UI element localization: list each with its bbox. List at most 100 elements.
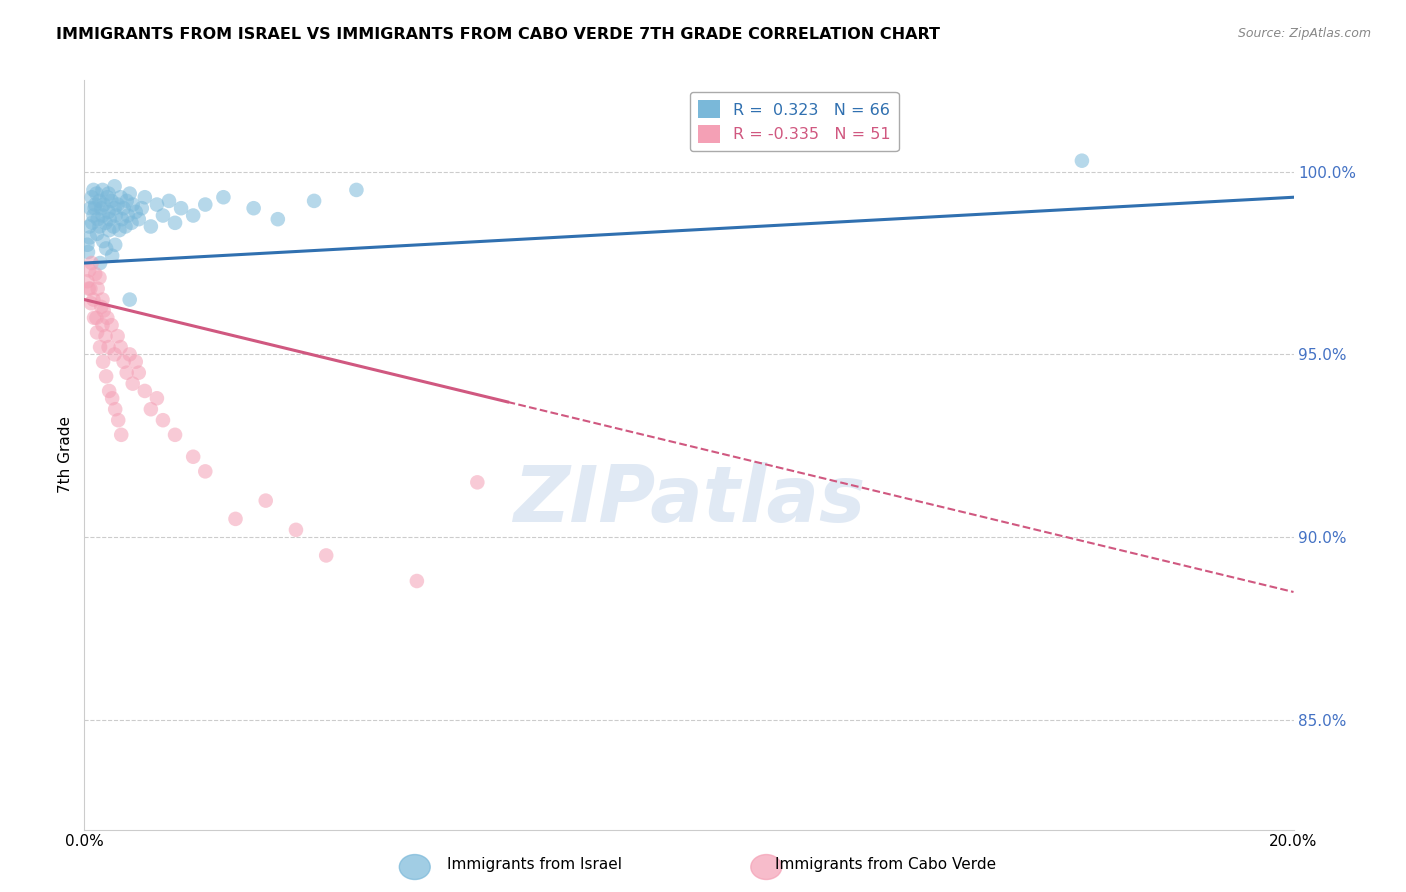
Point — [91, 293, 114, 307]
Point — [82, 209, 104, 223]
Point — [139, 219, 162, 234]
Point — [157, 194, 180, 208]
Y-axis label: 7th Grade: 7th Grade — [58, 417, 73, 493]
Point — [79, 201, 101, 215]
Point — [170, 201, 193, 215]
Point — [94, 369, 117, 384]
Point — [104, 209, 127, 223]
Point — [406, 574, 429, 588]
Point — [146, 391, 169, 405]
Text: Source: ZipAtlas.com: Source: ZipAtlas.com — [1237, 27, 1371, 40]
Legend: R =  0.323   N = 66, R = -0.335   N = 51: R = 0.323 N = 66, R = -0.335 N = 51 — [690, 92, 898, 152]
Point — [107, 197, 129, 211]
Point — [165, 216, 187, 230]
Point — [285, 523, 308, 537]
Point — [110, 427, 132, 442]
Point — [94, 329, 117, 343]
Point — [128, 212, 150, 227]
Point — [254, 493, 277, 508]
Point — [1071, 153, 1094, 168]
Point — [117, 209, 139, 223]
Point — [84, 267, 107, 281]
Point — [103, 219, 125, 234]
Point — [181, 450, 204, 464]
Point — [86, 186, 108, 201]
Point — [96, 310, 118, 325]
Point — [115, 366, 138, 380]
Point — [86, 326, 108, 340]
Point — [152, 413, 174, 427]
Point — [121, 197, 143, 211]
Point — [79, 282, 101, 296]
Point — [111, 212, 134, 227]
Point — [100, 318, 122, 333]
Point — [83, 310, 105, 325]
Point — [91, 209, 114, 223]
Point — [76, 274, 98, 288]
Point — [84, 197, 107, 211]
Point — [97, 186, 120, 201]
Point — [267, 212, 290, 227]
Point — [86, 212, 108, 227]
Point — [86, 282, 108, 296]
Point — [77, 245, 100, 260]
Point — [107, 413, 129, 427]
Point — [91, 355, 114, 369]
Point — [80, 296, 103, 310]
Point — [104, 347, 127, 361]
Point — [89, 256, 111, 270]
Point — [118, 347, 141, 361]
Point — [100, 194, 122, 208]
Point — [80, 190, 103, 204]
Point — [212, 190, 235, 204]
Point — [101, 391, 124, 405]
Point — [96, 190, 118, 204]
Point — [242, 201, 264, 215]
Point — [118, 186, 141, 201]
Point — [134, 190, 156, 204]
Point — [146, 197, 169, 211]
Point — [315, 549, 337, 563]
Point — [152, 209, 174, 223]
Point — [467, 475, 489, 490]
Text: Immigrants from Israel: Immigrants from Israel — [447, 857, 621, 872]
Point — [139, 402, 162, 417]
Point — [94, 216, 117, 230]
Point — [82, 216, 104, 230]
Point — [165, 427, 187, 442]
Point — [82, 293, 104, 307]
Point — [93, 197, 115, 211]
Point — [101, 249, 124, 263]
Point — [90, 300, 112, 314]
Point — [98, 212, 121, 227]
Point — [107, 329, 129, 343]
Point — [76, 237, 98, 252]
Point — [302, 194, 325, 208]
Point — [108, 223, 131, 237]
Point — [91, 234, 114, 248]
Text: Immigrants from Cabo Verde: Immigrants from Cabo Verde — [775, 857, 997, 872]
Point — [90, 201, 112, 215]
Point — [115, 194, 138, 208]
Point — [112, 201, 135, 215]
Point — [89, 270, 111, 285]
Point — [104, 402, 127, 417]
Point — [86, 310, 108, 325]
Text: IMMIGRANTS FROM ISRAEL VS IMMIGRANTS FROM CABO VERDE 7TH GRADE CORRELATION CHART: IMMIGRANTS FROM ISRAEL VS IMMIGRANTS FRO… — [56, 27, 941, 42]
Point — [125, 355, 148, 369]
Point — [82, 183, 104, 197]
Point — [121, 216, 143, 230]
Point — [93, 303, 115, 318]
Point — [110, 190, 132, 204]
Point — [98, 384, 121, 398]
Point — [131, 201, 153, 215]
Point — [77, 219, 100, 234]
Point — [125, 205, 148, 219]
Point — [225, 512, 247, 526]
Point — [80, 256, 103, 270]
Point — [128, 366, 150, 380]
Point — [104, 237, 127, 252]
Text: ZIPatlas: ZIPatlas — [513, 462, 865, 538]
Point — [98, 223, 121, 237]
Point — [97, 205, 120, 219]
